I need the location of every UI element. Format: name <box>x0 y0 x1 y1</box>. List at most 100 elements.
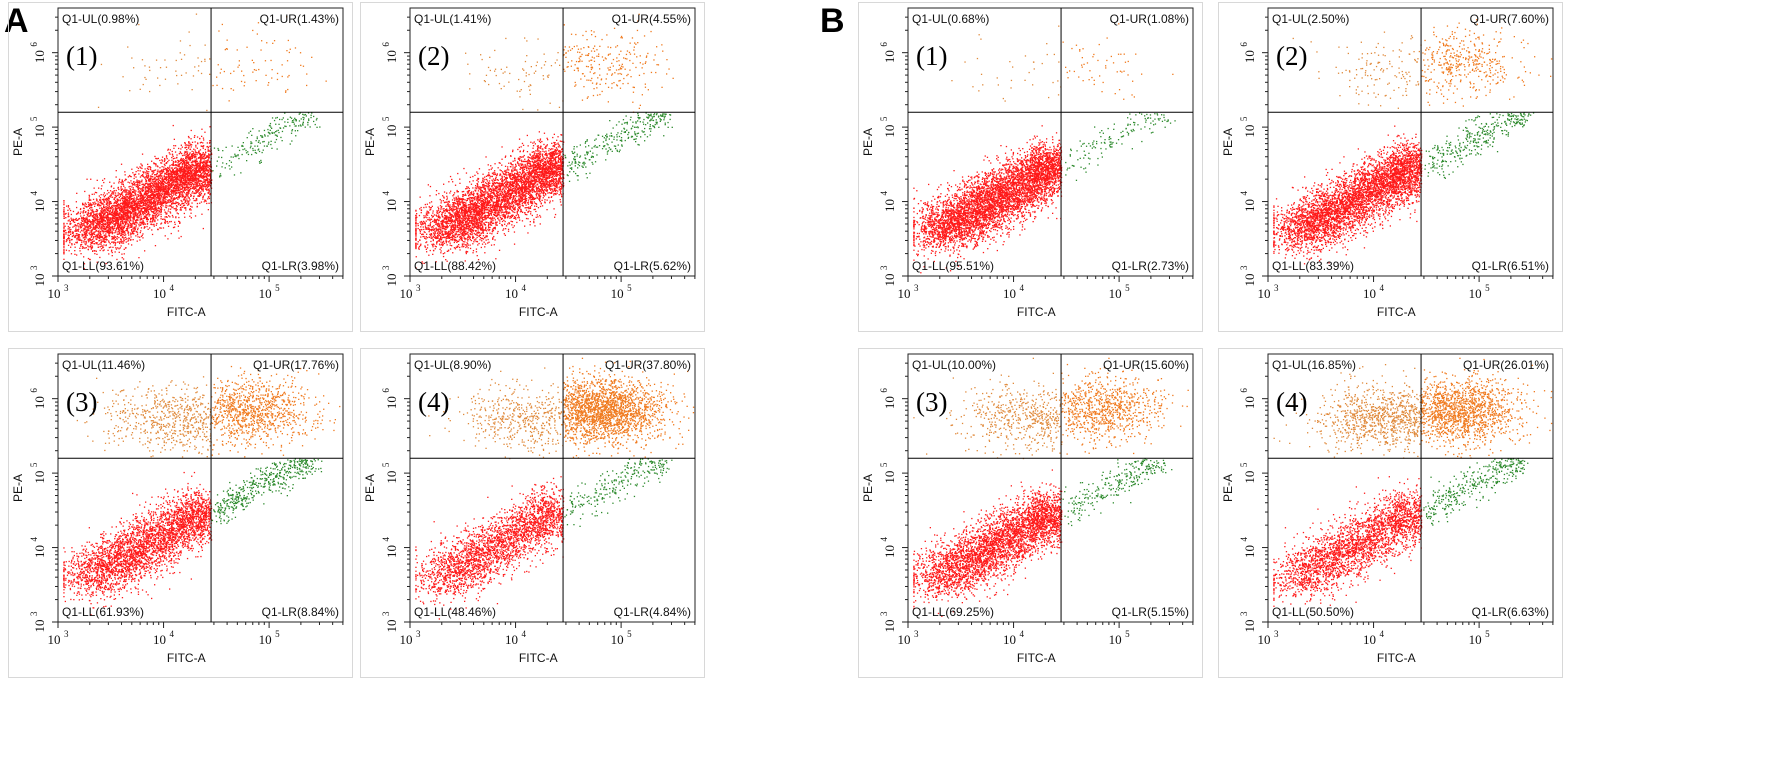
event-dot <box>167 173 169 175</box>
event-dot <box>104 194 106 196</box>
event-dot <box>121 211 123 214</box>
event-dot <box>168 184 170 187</box>
event-dot <box>169 195 171 198</box>
event-dot <box>181 166 183 168</box>
event-dot <box>144 212 146 215</box>
event-dot <box>186 202 188 205</box>
event-dot <box>97 201 99 203</box>
event-dot <box>102 239 104 241</box>
event-dot <box>202 195 204 197</box>
event-dot <box>103 204 105 206</box>
event-dot <box>267 131 270 133</box>
event-dot <box>185 181 188 183</box>
event-dot <box>104 235 107 237</box>
event-dot <box>208 171 210 173</box>
event-dot <box>65 217 67 219</box>
event-dot <box>172 226 175 229</box>
event-dot <box>126 210 128 212</box>
event-dot <box>71 244 73 246</box>
event-dot <box>294 117 296 119</box>
event-dot <box>150 208 152 210</box>
event-dot <box>162 183 164 185</box>
event-dot <box>154 186 156 188</box>
event-dot <box>91 219 94 221</box>
event-dot <box>99 216 102 218</box>
event-dot <box>188 141 190 143</box>
event-dot <box>155 190 157 193</box>
event-dot <box>133 212 135 214</box>
event-dot <box>104 210 106 212</box>
event-dot <box>108 212 111 214</box>
event-dot <box>89 215 91 217</box>
event-dot <box>148 195 150 197</box>
event-dot <box>117 220 119 222</box>
event-dot <box>63 204 65 206</box>
event-dot <box>90 242 92 244</box>
event-dot <box>116 258 118 261</box>
event-dot <box>123 224 126 226</box>
event-dot <box>157 206 160 208</box>
event-dot <box>111 233 114 235</box>
event-dot <box>105 226 107 228</box>
event-dot <box>188 137 190 139</box>
event-dot <box>148 187 150 189</box>
event-dot <box>189 166 191 168</box>
event-dot <box>130 225 132 227</box>
event-dot <box>77 230 79 232</box>
event-dot <box>128 186 130 188</box>
event-dot <box>81 239 83 242</box>
event-dot <box>201 213 203 215</box>
event-dot <box>107 189 109 192</box>
event-dot <box>140 188 142 190</box>
event-dot <box>191 150 193 152</box>
event-dot <box>92 198 95 201</box>
event-dot <box>118 199 120 201</box>
event-dot <box>109 226 111 228</box>
event-dot <box>157 201 159 203</box>
event-dot <box>98 232 100 234</box>
event-dot <box>143 223 145 225</box>
event-dot <box>289 143 291 145</box>
event-dot <box>113 214 115 216</box>
event-dot <box>184 216 186 218</box>
event-dot <box>183 169 186 171</box>
event-dot <box>188 189 190 191</box>
event-dot <box>182 187 184 189</box>
event-dot <box>182 174 185 176</box>
event-dot <box>148 200 150 203</box>
event-dot <box>195 185 197 187</box>
event-dot <box>74 235 76 237</box>
event-dot <box>152 196 154 199</box>
event-dot <box>63 212 65 214</box>
event-dot <box>187 188 189 190</box>
event-dot <box>179 186 181 188</box>
event-dot <box>185 164 187 166</box>
event-dot <box>183 168 186 171</box>
event-dot <box>129 206 132 208</box>
event-dot <box>166 169 168 171</box>
event-dot <box>164 197 166 199</box>
event-dot <box>107 249 109 251</box>
event-dot <box>92 227 94 229</box>
event-dot <box>121 236 124 239</box>
event-dot <box>281 130 284 133</box>
event-dot <box>199 184 201 186</box>
event-dot <box>114 244 116 247</box>
event-dot <box>132 191 134 194</box>
event-dot <box>191 163 193 165</box>
event-dot <box>147 219 149 221</box>
event-dot <box>89 234 91 236</box>
event-dot <box>81 243 83 246</box>
event-dot <box>126 189 128 191</box>
event-dot <box>79 231 81 233</box>
event-dot <box>167 176 169 178</box>
event-dot <box>148 178 150 180</box>
event-dot <box>96 218 98 220</box>
event-dot <box>202 190 204 192</box>
event-dot <box>124 207 126 209</box>
event-dot <box>189 159 191 162</box>
event-dot <box>183 204 186 206</box>
event-dot <box>162 179 164 182</box>
event-dot <box>206 142 208 144</box>
event-dot <box>187 135 190 138</box>
